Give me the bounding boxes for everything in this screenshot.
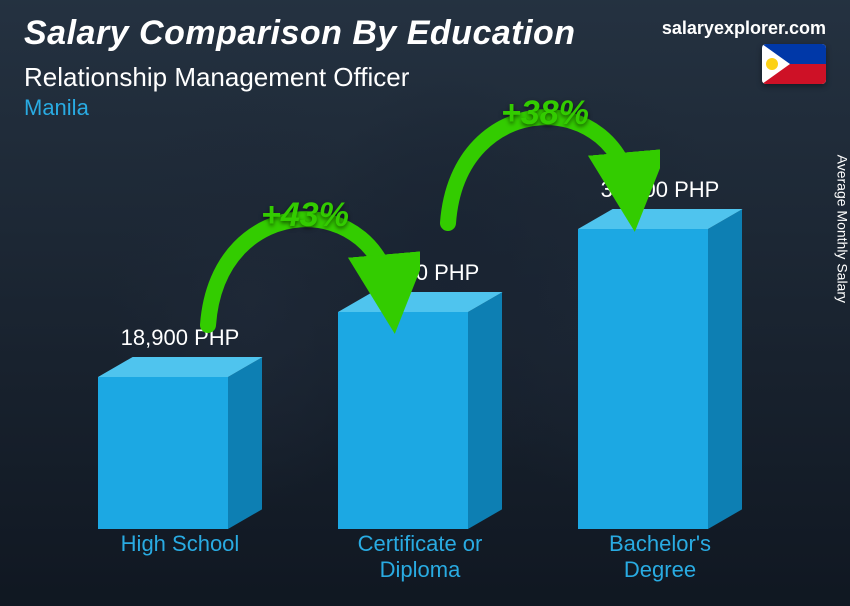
bar xyxy=(98,377,262,529)
location-label: Manila xyxy=(24,95,89,121)
flag-philippines xyxy=(762,44,826,84)
bar-front xyxy=(98,377,228,529)
value-label: 18,900 PHP xyxy=(121,325,240,351)
bar xyxy=(338,312,502,529)
job-title: Relationship Management Officer xyxy=(24,62,409,93)
bar-side xyxy=(228,357,262,529)
salary-chart: 18,900 PHP High School 27,000 PHP Certifica… xyxy=(60,151,780,581)
bar-front xyxy=(578,229,708,529)
category-label: Certificate orDiploma xyxy=(300,531,540,583)
value-label: 27,000 PHP xyxy=(361,260,480,286)
bar-front xyxy=(338,312,468,529)
bar xyxy=(578,229,742,529)
site-credit: salaryexplorer.com xyxy=(662,18,826,39)
bar-side xyxy=(468,292,502,529)
page-title: Salary Comparison By Education xyxy=(24,14,576,53)
category-label: Bachelor'sDegree xyxy=(540,531,780,583)
value-label: 37,300 PHP xyxy=(601,177,720,203)
y-axis-label: Average Monthly Salary xyxy=(834,155,850,303)
bar-side xyxy=(708,209,742,529)
increase-pct: +38% xyxy=(501,94,589,133)
category-label: High School xyxy=(60,531,300,583)
infographic: Salary Comparison By Education Relations… xyxy=(0,0,850,606)
